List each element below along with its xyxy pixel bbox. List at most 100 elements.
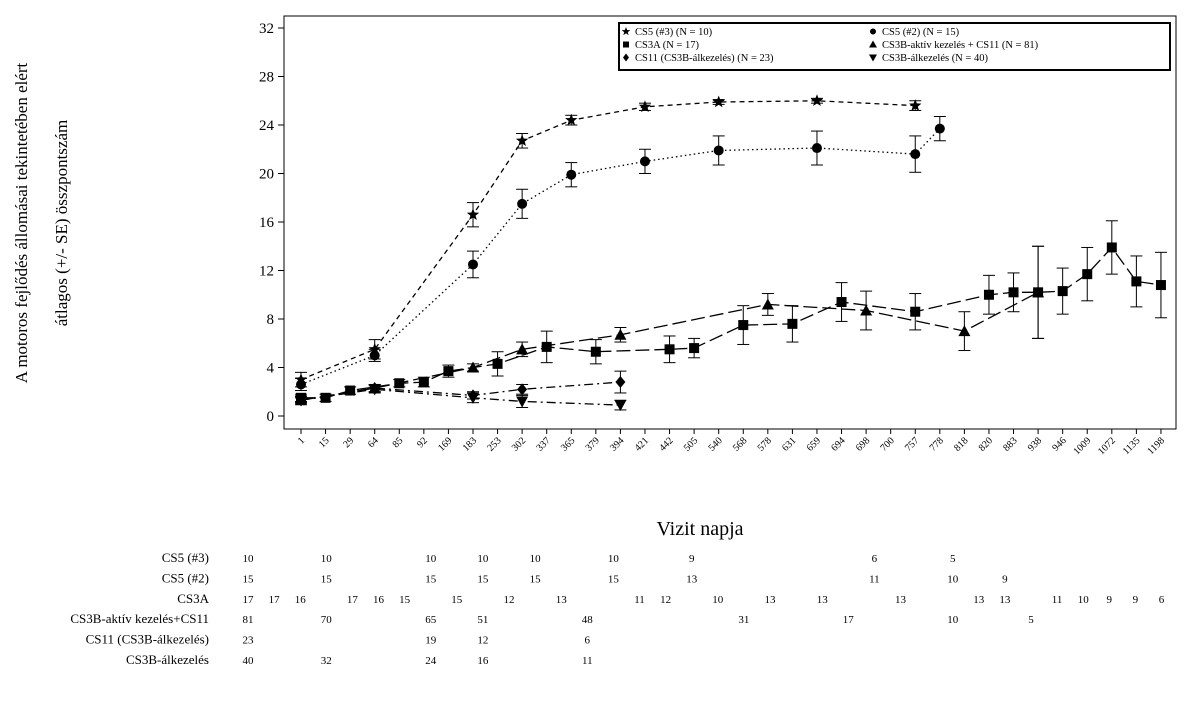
risk-table-value: 9 — [1107, 594, 1113, 606]
risk-table-value: 10 — [608, 553, 620, 565]
risk-table-value: 6 — [1159, 594, 1165, 606]
plot-frame — [283, 15, 1177, 430]
risk-table-value: 10 — [243, 553, 255, 565]
risk-table-value: 16 — [477, 655, 489, 667]
risk-table-value: 10 — [947, 614, 959, 626]
x-tick-label: 1135 — [1121, 435, 1143, 457]
data-point — [517, 198, 528, 209]
x-tick-label: 883 — [1001, 435, 1019, 453]
legend-entry: CS5 (#3) (N = 10) — [635, 27, 713, 38]
data-point — [466, 392, 479, 404]
risk-table-value: 17 — [347, 594, 359, 606]
x-tick-label: 169 — [436, 435, 454, 453]
risk-table-value: 13 — [999, 594, 1011, 606]
y-tick-label: 16 — [259, 215, 275, 231]
risk-table-value: 10 — [947, 573, 959, 585]
risk-table-value: 13 — [765, 594, 777, 606]
data-point — [983, 289, 994, 300]
x-tick-label: 1198 — [1145, 435, 1167, 457]
data-point — [1057, 286, 1068, 297]
risk-table-row-label: CS3A — [177, 591, 209, 606]
x-tick-label: 540 — [706, 435, 724, 453]
risk-table-value: 11 — [1052, 594, 1063, 606]
x-tick-label: 631 — [780, 435, 798, 453]
risk-table-value: 13 — [686, 573, 698, 585]
legend-entry: CS11 (CS3B-álkezelés) (N = 23) — [635, 53, 774, 64]
y-tick-label: 12 — [259, 264, 274, 280]
risk-table-value: 51 — [477, 614, 488, 626]
series — [295, 370, 627, 407]
data-point — [664, 344, 675, 355]
data-point — [621, 27, 631, 36]
risk-table-value: 16 — [295, 594, 307, 606]
risk-table-value: 12 — [660, 594, 671, 606]
data-point — [466, 361, 479, 373]
data-point — [1008, 287, 1019, 298]
risk-table-value: 15 — [399, 594, 411, 606]
series — [295, 384, 627, 412]
risk-table-value: 15 — [451, 594, 463, 606]
x-axis-label: Vizit napja — [656, 518, 743, 540]
x-tick-label: 818 — [952, 435, 970, 453]
risk-table-value: 11 — [869, 573, 880, 585]
data-point — [623, 53, 629, 62]
x-tick-label: 92 — [415, 435, 430, 450]
data-point — [1032, 286, 1045, 298]
risk-table-value: 10 — [477, 553, 489, 565]
data-point — [860, 304, 873, 316]
y-tick-label: 4 — [267, 361, 275, 377]
data-point — [810, 94, 824, 107]
x-tick-label: 15 — [317, 435, 332, 450]
data-point — [516, 396, 529, 408]
data-point — [369, 350, 380, 361]
data-point — [910, 306, 921, 317]
x-tick-label: 253 — [485, 435, 503, 453]
x-tick-label: 820 — [977, 435, 995, 453]
x-tick-label: 757 — [903, 435, 921, 453]
y-axis-label-line2: átlagos (+/- SE) összpontszám — [52, 120, 71, 326]
x-tick-label: 442 — [657, 435, 675, 453]
risk-table-value: 5 — [950, 553, 956, 565]
risk-table-value: 9 — [1002, 573, 1008, 585]
risk-table-value: 48 — [582, 614, 594, 626]
data-point — [492, 358, 503, 369]
risk-table-value: 12 — [477, 635, 488, 647]
data-point — [467, 259, 478, 270]
x-tick-label: 698 — [854, 435, 872, 453]
x-tick-label: 1009 — [1071, 435, 1093, 457]
data-point — [1106, 242, 1117, 253]
risk-table-value: 13 — [817, 594, 829, 606]
risk-table-row-label: CS3B-álkezelés — [126, 652, 209, 667]
data-point — [541, 341, 552, 352]
data-point — [1082, 269, 1093, 280]
x-tick-label: 85 — [391, 435, 406, 450]
data-point — [515, 134, 529, 147]
series-line — [301, 246, 1162, 399]
risk-table-value: 10 — [1078, 594, 1090, 606]
data-point — [787, 318, 798, 329]
risk-table-value: 15 — [243, 573, 255, 585]
data-point — [418, 377, 429, 388]
data-point — [713, 145, 724, 156]
data-point — [320, 392, 331, 403]
risk-table-value: 9 — [689, 553, 695, 565]
risk-table-row-label: CS5 (#2) — [162, 570, 209, 585]
x-tick-label: 29 — [341, 435, 356, 450]
series — [295, 116, 946, 392]
legend: CS5 (#3) (N = 10) CS5 (#2) (N = 15) CS3A (… — [618, 22, 1171, 71]
data-point — [566, 169, 577, 180]
y-axis: 0 4 8 12 16 20 24 28 32 — [259, 21, 284, 425]
x-tick-label: 938 — [1026, 435, 1044, 453]
risk-table-value: 13 — [556, 594, 568, 606]
data-point — [368, 384, 381, 396]
risk-table-value: 10 — [425, 553, 437, 565]
x-tick-label: 694 — [829, 435, 847, 453]
x-tick-label: 700 — [878, 435, 896, 453]
y-tick-label: 20 — [259, 167, 274, 183]
legend-entry: CS3A (N = 17) — [635, 40, 699, 51]
data-point — [712, 95, 725, 108]
risk-table-row-label: CS3B-aktív kezelés+CS11 — [70, 611, 209, 626]
risk-table-value: 10 — [712, 594, 724, 606]
data-point — [443, 366, 454, 377]
